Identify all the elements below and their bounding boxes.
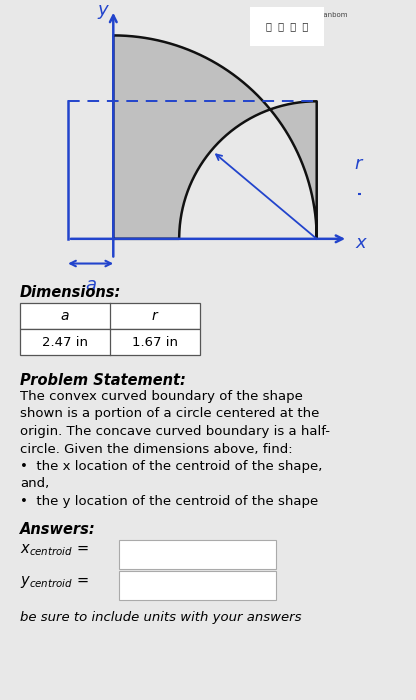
Text: $a$: $a$	[85, 276, 97, 294]
Polygon shape	[113, 36, 317, 239]
Text: $\mathit{y}_{centroid}$ =: $\mathit{y}_{centroid}$ =	[20, 573, 89, 589]
Text: $\mathit{x}_{centroid}$ =: $\mathit{x}_{centroid}$ =	[20, 542, 89, 558]
Text: $r$: $r$	[151, 309, 159, 323]
Text: origin. The concave curved boundary is a half-: origin. The concave curved boundary is a…	[20, 425, 330, 438]
Text: and,: and,	[20, 477, 49, 491]
Text: 1.67 in: 1.67 in	[132, 335, 178, 349]
Text: shown is a portion of a circle centered at the: shown is a portion of a circle centered …	[20, 407, 319, 421]
Text: $y$: $y$	[97, 3, 110, 21]
Bar	[20, 303, 200, 329]
Text: circle. Given the dimensions above, find:: circle. Given the dimensions above, find…	[20, 442, 292, 456]
Text: The convex curved boundary of the shape: The convex curved boundary of the shape	[20, 390, 303, 403]
Bar	[20, 329, 200, 355]
Text: Answers:: Answers:	[20, 522, 96, 538]
Text: $r$: $r$	[354, 155, 364, 173]
FancyBboxPatch shape	[119, 540, 276, 568]
FancyBboxPatch shape	[119, 570, 276, 599]
Text: $a$: $a$	[60, 309, 70, 323]
Text: •  the x location of the centroid of the shape,: • the x location of the centroid of the …	[20, 460, 322, 473]
Text: be sure to include units with your answers: be sure to include units with your answe…	[20, 610, 302, 624]
Text: Dimensions:: Dimensions:	[20, 285, 121, 300]
Text: 2.47 in: 2.47 in	[42, 335, 88, 349]
Text: Problem Statement:: Problem Statement:	[20, 373, 186, 388]
Text: ⓒ  ⓘ  ⓢ  ⓐ: ⓒ ⓘ ⓢ ⓐ	[266, 21, 308, 32]
Text: 2013 Michael Swanbom: 2013 Michael Swanbom	[265, 13, 348, 18]
FancyBboxPatch shape	[246, 5, 328, 48]
Text: •  the y location of the centroid of the shape: • the y location of the centroid of the …	[20, 495, 318, 508]
Text: $x$: $x$	[354, 234, 368, 252]
